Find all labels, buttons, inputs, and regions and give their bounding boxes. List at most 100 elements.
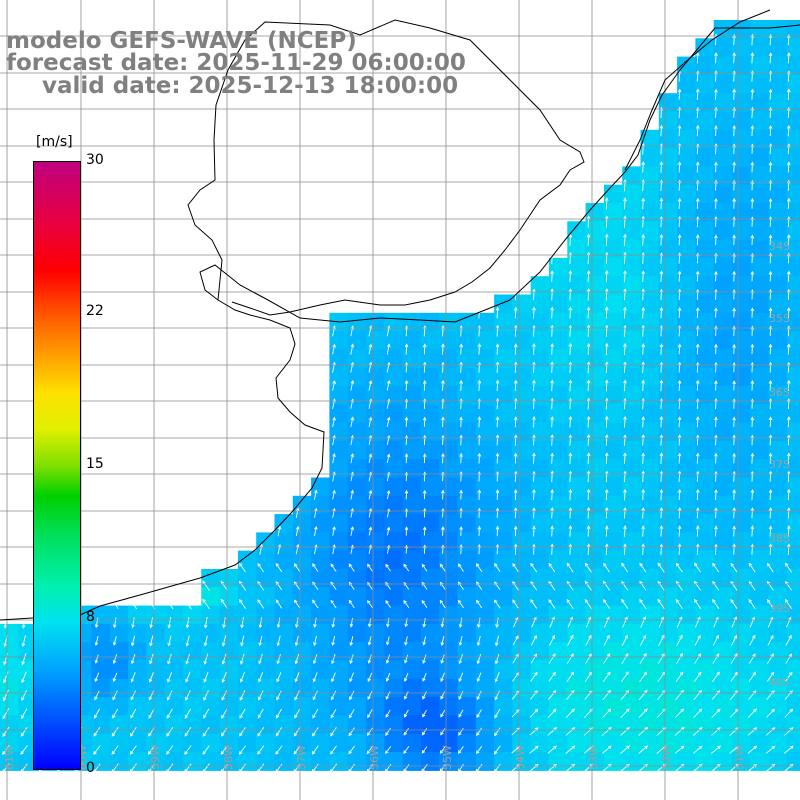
wind-arrow: [386, 618, 390, 628]
wind-speed-cell: [457, 367, 477, 387]
wind-arrow: [585, 653, 592, 664]
wind-speed-cell: [347, 752, 367, 771]
wind-arrow: [604, 197, 609, 210]
wind-arrow: [111, 745, 119, 755]
wind-speed-cell: [475, 623, 495, 643]
wind-speed-cell: [713, 386, 733, 405]
valid-date: valid date: 2025-12-13 18:00:00: [42, 73, 459, 99]
wind-arrow: [659, 306, 664, 319]
wind-arrow: [604, 434, 609, 446]
wind-speed-cell: [768, 166, 788, 186]
wind-arrow: [384, 763, 392, 773]
wind-arrow: [513, 416, 518, 428]
wind-speed-cell: [640, 422, 660, 442]
wind-speed-cell: [549, 477, 568, 497]
wind-speed-cell: [786, 111, 800, 131]
wind-speed-cell: [530, 386, 550, 405]
wind-speed-cell: [567, 276, 587, 296]
wind-arrow: [293, 599, 301, 609]
wind-speed-cell: [768, 331, 788, 350]
wind-arrow: [750, 434, 755, 446]
wind-arrow: [257, 763, 265, 774]
wind-speed-cell: [768, 532, 788, 552]
wind-speed-cell: [0, 623, 19, 643]
wind-speed-cell: [768, 239, 788, 259]
wind-arrow: [332, 361, 336, 373]
wind-speed-cell: [677, 111, 696, 131]
wind-arrow: [530, 653, 538, 664]
wind-arrow: [494, 563, 501, 573]
wind-speed-cell: [146, 697, 166, 716]
wind-speed-cell: [768, 56, 788, 76]
wind-arrow: [332, 434, 336, 446]
wind-arrow: [459, 507, 463, 518]
wind-speed-cell: [750, 129, 770, 149]
wind-arrow: [714, 434, 718, 446]
wind-arrow: [695, 270, 700, 282]
wind-speed-cell: [622, 550, 642, 570]
wind-arrow: [714, 197, 718, 209]
wind-arrow: [711, 745, 721, 754]
wind-speed-cell: [549, 312, 568, 332]
wind-arrow: [641, 215, 646, 228]
wind-speed-cell: [128, 733, 147, 753]
wind-speed-cell: [402, 660, 422, 680]
wind-speed-cell: [585, 587, 605, 607]
wind-speed-cell: [750, 532, 770, 552]
wind-speed-cell: [164, 605, 184, 625]
wind-speed-cell: [713, 569, 733, 588]
wind-arrow: [714, 270, 718, 282]
wind-speed-cell: [695, 239, 715, 259]
wind-speed-cell: [347, 587, 367, 607]
wind-speed-cell: [658, 440, 678, 460]
wind-speed-cell: [347, 733, 367, 753]
wind-arrow: [422, 416, 427, 427]
wind-speed-cell: [237, 550, 257, 570]
wind-speed-cell: [457, 404, 477, 424]
wind-arrow: [659, 361, 664, 373]
wind-speed-cell: [603, 404, 623, 424]
wind-speed-cell: [768, 733, 788, 753]
wind-arrow: [568, 270, 573, 283]
wind-speed-cell: [567, 440, 587, 460]
wind-arrow: [749, 634, 756, 646]
wind-speed-cell: [0, 733, 19, 753]
wind-speed-cell: [494, 294, 513, 314]
wind-speed-cell: [91, 678, 111, 698]
wind-speed-cell: [311, 733, 330, 753]
wind-arrow: [112, 654, 118, 665]
wind-speed-cell: [439, 367, 459, 387]
wind-arrow: [295, 507, 300, 519]
wind-arrow: [714, 543, 718, 555]
wind-speed-cell: [512, 623, 532, 643]
wind-arrow: [185, 617, 190, 629]
wind-arrow: [441, 452, 445, 464]
wind-speed-cell: [603, 203, 623, 222]
wind-arrow: [112, 690, 118, 701]
wind-arrow: [641, 488, 646, 501]
wind-speed-cell: [237, 569, 257, 588]
wind-arrow: [621, 562, 629, 573]
wind-arrow: [422, 453, 427, 464]
wind-speed-cell: [384, 550, 404, 570]
wind-arrow: [732, 33, 737, 46]
wind-speed-cell: [494, 550, 513, 570]
wind-arrow: [568, 342, 573, 355]
wind-arrow: [786, 416, 791, 428]
wind-speed-cell: [329, 715, 349, 735]
wind-speed-cell: [420, 386, 440, 405]
wind-speed-cell: [475, 715, 495, 735]
wind-arrow: [750, 343, 755, 355]
wind-speed-cell: [713, 221, 733, 241]
wind-arrow: [659, 379, 664, 392]
wind-speed-cell: [512, 642, 532, 662]
wind-speed-cell: [677, 495, 696, 515]
wind-arrow: [2, 763, 10, 774]
wind-speed-cell: [750, 459, 770, 479]
wind-arrow: [586, 379, 591, 392]
wind-speed-cell: [713, 404, 733, 424]
colorbar-tick-15: 15: [86, 456, 104, 472]
wind-speed-cell: [750, 623, 770, 643]
wind-speed-cell: [530, 623, 550, 643]
wind-speed-cell: [732, 38, 751, 58]
